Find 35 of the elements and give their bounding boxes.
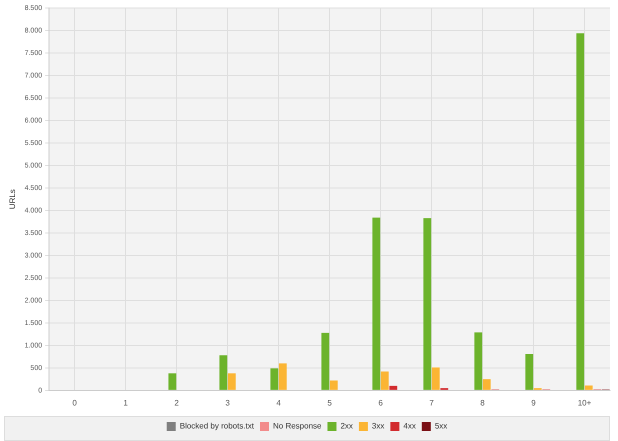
bar bbox=[321, 332, 330, 390]
bar bbox=[423, 218, 432, 390]
bar bbox=[432, 367, 440, 390]
x-tick-label: 1 bbox=[123, 398, 128, 408]
bar bbox=[584, 385, 593, 390]
bar bbox=[168, 373, 176, 390]
bar bbox=[482, 379, 491, 390]
legend-label: 3xx bbox=[372, 422, 384, 431]
bar bbox=[474, 332, 482, 390]
bar bbox=[330, 380, 338, 390]
legend-label: No Response bbox=[272, 422, 322, 431]
legend-label: 4xx bbox=[403, 422, 416, 431]
bar bbox=[576, 33, 584, 390]
x-tick-label: 0 bbox=[72, 398, 78, 408]
bar bbox=[380, 372, 389, 390]
bar bbox=[219, 355, 228, 390]
x-tick-label: 3 bbox=[225, 398, 230, 408]
x-tick-label: 5 bbox=[327, 398, 332, 408]
legend-label: Blocked by robots.txt bbox=[180, 422, 255, 431]
x-tick-label: 2 bbox=[174, 398, 180, 408]
bar bbox=[372, 218, 380, 390]
legend-label: 5xx bbox=[434, 422, 448, 431]
x-tick-label: 4 bbox=[276, 398, 282, 408]
bar bbox=[270, 368, 278, 390]
bar bbox=[525, 354, 534, 390]
x-tick-label: 10+ bbox=[578, 398, 592, 408]
bar bbox=[278, 363, 287, 390]
x-tick-label: 7 bbox=[429, 398, 434, 408]
legend-label: 2xx bbox=[340, 422, 353, 431]
bar bbox=[389, 386, 398, 390]
y-axis-title: URLs bbox=[8, 189, 18, 210]
x-tick-label: 9 bbox=[531, 398, 536, 408]
x-tick-label: 8 bbox=[480, 398, 486, 408]
bar bbox=[228, 373, 236, 390]
x-tick-label: 6 bbox=[378, 398, 384, 408]
